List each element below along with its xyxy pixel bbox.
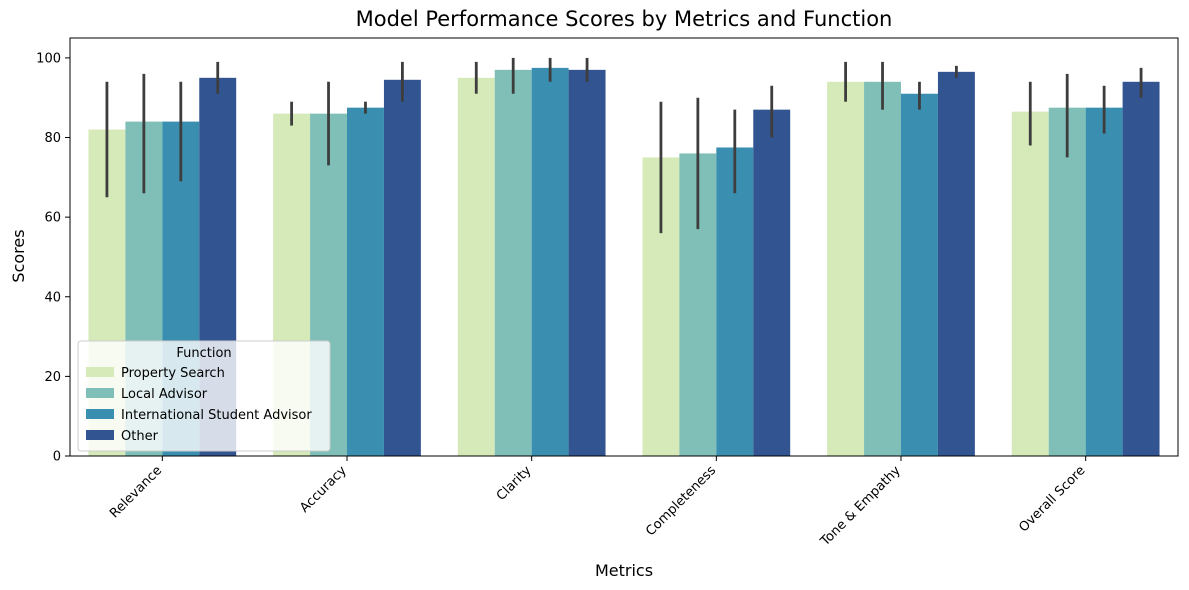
legend-title: Function [176, 346, 231, 361]
axes-frame [69, 37, 1179, 457]
x-tick-label: Clarity [494, 463, 535, 504]
y-axis-label: Scores [9, 229, 28, 282]
legend: Function Property Search Local Advisor Inte… [77, 340, 331, 452]
plot-area: 0 20 40 60 80 100 Relevance Accuracy Clarity Comp… [36, 37, 1179, 550]
y-tick-label: 0 [53, 450, 61, 465]
chart-title: Model Performance Scores by Metrics and … [356, 7, 893, 31]
bar [383, 79, 421, 457]
legend-box [77, 340, 331, 452]
x-tick-label: Tone & Empathy [817, 463, 904, 550]
bar [716, 147, 754, 456]
legend-entry: Property Search [121, 366, 225, 381]
legend-entry: International Student Advisor [121, 408, 312, 423]
legend-swatch [86, 388, 114, 398]
x-tick-label: Accuracy [297, 463, 350, 516]
bar [864, 81, 901, 457]
bar [1011, 111, 1049, 457]
x-tick-label: Overall Score [1016, 463, 1088, 535]
legend-swatch [86, 430, 114, 440]
y-tick-label: 80 [44, 131, 61, 146]
bar [347, 107, 384, 457]
bar [1048, 107, 1086, 457]
legend-entry: Other [121, 429, 159, 444]
bar [568, 69, 606, 456]
bar [753, 109, 791, 457]
x-tick-label: Relevance [107, 463, 165, 521]
y-tick-label: 40 [44, 290, 61, 305]
bar [937, 71, 975, 456]
y-tick-label: 20 [44, 370, 61, 385]
bar [494, 69, 532, 456]
y-tick-label: 60 [44, 211, 61, 226]
y-tick-label: 100 [36, 51, 61, 66]
legend-swatch [86, 409, 114, 419]
bar [457, 77, 495, 457]
legend-swatch [86, 367, 114, 377]
bar [827, 81, 865, 457]
bar [1085, 107, 1123, 457]
x-tick-label: Completeness [643, 463, 719, 539]
x-axis-label: Metrics [595, 561, 653, 580]
bar [1122, 81, 1160, 457]
bar [901, 93, 938, 456]
bar [531, 67, 569, 456]
legend-entry: Local Advisor [121, 387, 208, 402]
